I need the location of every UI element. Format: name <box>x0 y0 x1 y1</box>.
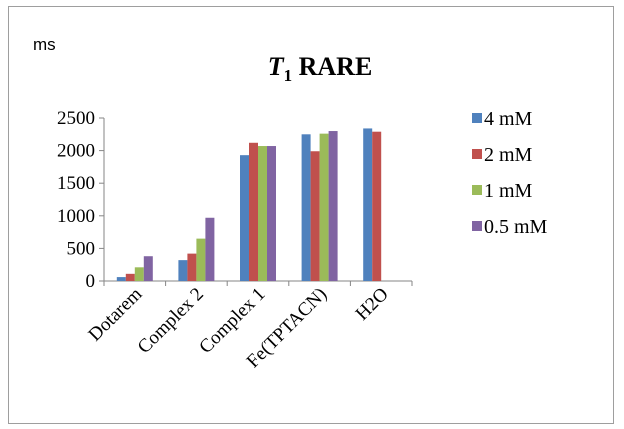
bar <box>187 253 197 281</box>
chart-title-subscript: 1 <box>284 66 293 85</box>
bar <box>328 131 338 281</box>
bar <box>249 142 258 281</box>
bar <box>178 260 188 281</box>
y-tick-label: 1500 <box>57 173 95 194</box>
bar <box>134 267 144 281</box>
chart-title-rest: RARE <box>292 52 372 81</box>
y-tick-label: 2500 <box>57 108 95 129</box>
bar <box>310 151 320 281</box>
x-tick-label: H2O <box>352 284 393 325</box>
bar <box>258 146 267 281</box>
bar <box>319 133 329 281</box>
legend: 4 mM 2 mM 1 mM 0.5 mM <box>472 108 548 238</box>
bar <box>125 273 135 281</box>
chart-title: T1 RARE <box>268 52 373 85</box>
bar <box>196 238 206 281</box>
y-tick-label: 500 <box>67 238 96 259</box>
legend-swatch <box>472 149 482 159</box>
x-tick-label: Dotarem <box>84 284 146 346</box>
y-axis-unit-label: ms <box>33 35 56 54</box>
legend-label: 4 mM <box>484 108 533 130</box>
y-tick-label: 0 <box>86 271 96 292</box>
legend-swatch <box>472 185 482 195</box>
bar <box>301 134 311 281</box>
legend-swatch <box>472 113 482 123</box>
legend-label: 0.5 mM <box>484 216 548 238</box>
bar <box>205 217 215 281</box>
bar <box>240 155 249 281</box>
legend-label: 2 mM <box>484 144 533 166</box>
chart-title-symbol: T <box>268 52 285 81</box>
y-tick-label: 2000 <box>57 141 95 162</box>
bar <box>143 256 153 281</box>
legend-swatch <box>472 221 482 231</box>
bar <box>363 128 373 281</box>
bar <box>267 146 276 281</box>
x-tick-label: Complex 2 <box>134 284 208 358</box>
y-tick-label: 1000 <box>57 206 95 227</box>
bar <box>372 131 382 281</box>
bar <box>116 277 126 281</box>
legend-label: 1 mM <box>484 180 533 202</box>
